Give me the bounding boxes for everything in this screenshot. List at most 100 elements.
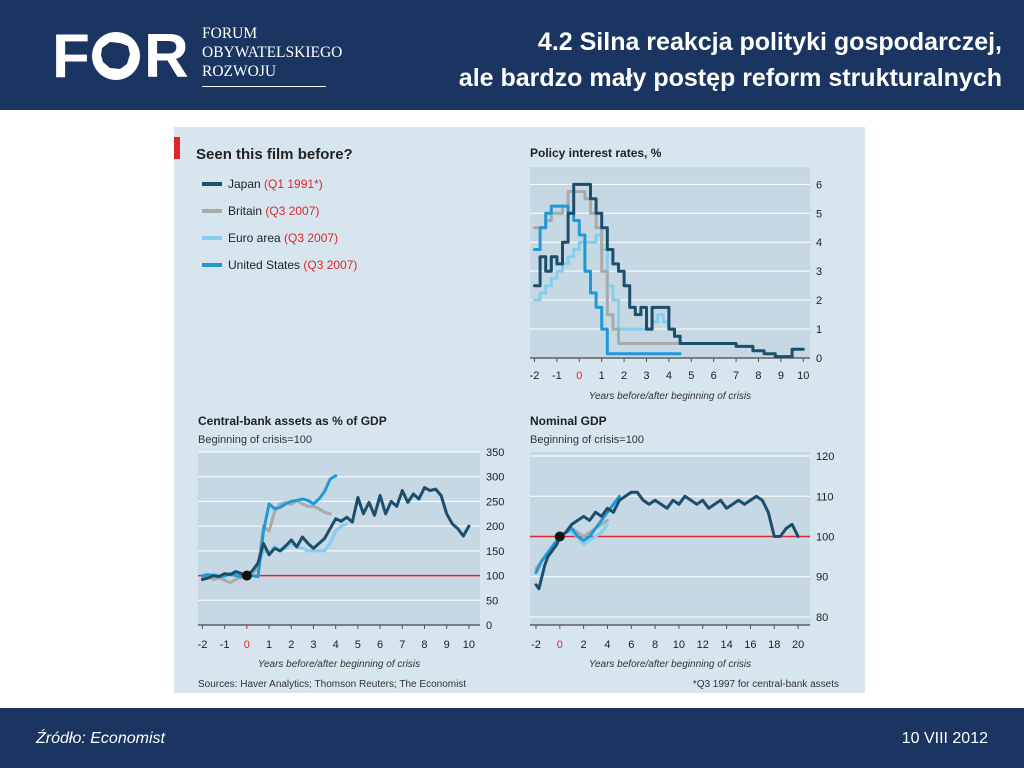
footer-date: 10 VIII 2012 <box>901 730 988 747</box>
footer-source: Źródło: Economist <box>36 730 165 747</box>
x-tick-label: 4 <box>604 639 610 651</box>
series-line-3 <box>534 494 621 575</box>
logo-mark-r: R <box>144 22 189 88</box>
x-tick-label: 9 <box>444 639 450 651</box>
slide-title-line-2: ale bardzo mały postęp reform struktural… <box>458 64 1002 92</box>
x-tick-label: 3 <box>310 639 316 651</box>
x-tick-label: 5 <box>688 370 694 382</box>
y-tick-label: 1 <box>816 324 822 336</box>
y-tick-label: 100 <box>486 571 504 583</box>
crisis-marker <box>554 531 565 542</box>
slide-title-line-1: 4.2 Silna reakcja polityki gospodarczej, <box>537 28 1002 56</box>
x-tick-label: 16 <box>744 639 756 651</box>
logo-line-2: OBYWATELSKIEGO <box>202 44 343 61</box>
figure-title: Seen this film before? <box>196 146 353 163</box>
y-tick-label: 100 <box>816 531 834 543</box>
panel-title: Policy interest rates, % <box>530 146 662 160</box>
x-tick-label: 4 <box>333 639 339 651</box>
x-tick-label: 7 <box>399 639 405 651</box>
x-tick-label: 8 <box>421 639 427 651</box>
x-tick-label: 6 <box>711 370 717 382</box>
footer-bar: Źródło: Economist 10 VIII 2012 <box>0 708 1024 768</box>
series-line-0 <box>533 182 805 359</box>
x-tick-label: 4 <box>666 370 672 382</box>
series-line-3 <box>200 474 338 579</box>
x-tick-label: 0 <box>244 639 250 651</box>
y-tick-label: 250 <box>486 496 504 508</box>
x-axis-label: Years before/after beginning of crisis <box>589 391 751 402</box>
x-tick-label: 0 <box>576 370 582 382</box>
logo-mark: F <box>52 22 89 88</box>
x-tick-label: 20 <box>792 639 804 651</box>
chart-svg: Seen this film before? Japan (Q1 1991*) Br… <box>174 137 839 690</box>
x-axis-label: Years before/after beginning of crisis <box>589 659 751 670</box>
x-tick-label: -2 <box>198 639 208 651</box>
panel-1: Central-bank assets as % of GDP Beginning… <box>198 414 505 670</box>
y-tick-label: 5 <box>816 208 822 220</box>
x-tick-label: 7 <box>733 370 739 382</box>
x-tick-label: 2 <box>621 370 627 382</box>
x-tick-label: 18 <box>768 639 780 651</box>
x-tick-label: 6 <box>628 639 634 651</box>
poland-map-icon <box>92 32 140 80</box>
legend-entry-2: Euro area (Q3 2007) <box>228 231 338 245</box>
plot-area <box>530 452 810 625</box>
x-tick-label: 0 <box>557 639 563 651</box>
x-tick-label: 1 <box>599 370 605 382</box>
x-tick-label: 12 <box>697 639 709 651</box>
panel-title: Nominal GDP <box>530 414 607 428</box>
x-tick-label: 2 <box>288 639 294 651</box>
logo-line-3: ROZWOJU <box>202 63 277 80</box>
legend-entry-0: Japan (Q1 1991*) <box>228 177 323 191</box>
y-tick-label: 3 <box>816 266 822 278</box>
x-tick-label: 10 <box>463 639 475 651</box>
y-tick-label: 120 <box>816 451 834 463</box>
figure-accent-bar <box>174 137 180 159</box>
logo-mark-svg: F R <box>52 22 189 88</box>
y-tick-label: 6 <box>816 179 822 191</box>
x-tick-label: 10 <box>673 639 685 651</box>
x-tick-label: 2 <box>581 639 587 651</box>
x-tick-label: 9 <box>778 370 784 382</box>
y-tick-label: 0 <box>816 353 822 365</box>
y-tick-label: 350 <box>486 447 504 459</box>
x-tick-label: 14 <box>720 639 732 651</box>
y-tick-label: 4 <box>816 237 822 249</box>
legend-entry-3: United States (Q3 2007) <box>228 258 357 272</box>
logo-line-1: FORUM <box>202 25 258 42</box>
x-tick-label: 3 <box>643 370 649 382</box>
economist-chart: Seen this film before? Japan (Q1 1991*) Br… <box>174 127 865 693</box>
panel-title: Central-bank assets as % of GDP <box>198 414 387 428</box>
panel-0: Policy interest rates, % 0 1 2 3 4 5 6 -2 -1 0 1 2 3 4… <box>530 146 823 402</box>
plot-area <box>198 452 480 625</box>
series-line-3 <box>533 204 682 356</box>
panel-subtitle: Beginning of crisis=100 <box>198 434 312 446</box>
x-tick-label: -2 <box>530 370 540 382</box>
figure-source-note: Sources: Haver Analytics; Thomson Reuter… <box>198 679 466 690</box>
series-line-1 <box>200 498 332 584</box>
x-tick-label: -1 <box>220 639 230 651</box>
y-tick-label: 150 <box>486 546 504 558</box>
figure-footnote: *Q3 1997 for central-bank assets <box>693 679 839 690</box>
y-tick-label: 0 <box>486 620 492 632</box>
for-logo: F R FORUM OBYWATELSKIEGO ROZWOJU <box>52 22 342 90</box>
logo-underline <box>202 86 326 87</box>
y-tick-label: 300 <box>486 472 504 484</box>
y-tick-label: 80 <box>816 612 828 624</box>
logo-wordmark: FORUM OBYWATELSKIEGO ROZWOJU <box>202 24 342 81</box>
x-tick-label: 8 <box>652 639 658 651</box>
panel-subtitle: Beginning of crisis=100 <box>530 434 644 446</box>
x-tick-label: 10 <box>797 370 809 382</box>
y-tick-label: 110 <box>816 491 834 503</box>
x-tick-label: -2 <box>531 639 541 651</box>
x-tick-label: 6 <box>377 639 383 651</box>
y-tick-label: 90 <box>816 572 828 584</box>
y-tick-label: 200 <box>486 521 504 533</box>
header-bar: F R FORUM OBYWATELSKIEGO ROZWOJU 4.2 Sil… <box>0 0 1024 110</box>
crisis-marker <box>241 570 252 581</box>
x-tick-label: -1 <box>552 370 562 382</box>
x-tick-label: 5 <box>355 639 361 651</box>
slide-title: 4.2 Silna reakcja polityki gospodarczej,… <box>282 24 1002 96</box>
series-line-2 <box>200 522 349 579</box>
